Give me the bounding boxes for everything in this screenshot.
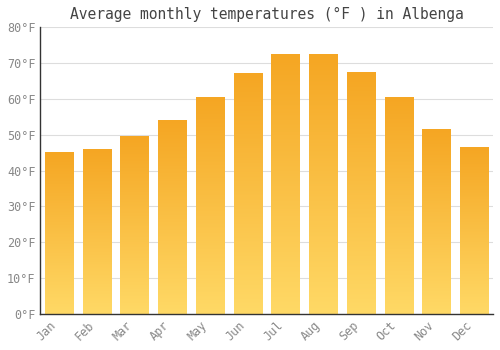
Title: Average monthly temperatures (°F ) in Albenga: Average monthly temperatures (°F ) in Al… [70, 7, 464, 22]
